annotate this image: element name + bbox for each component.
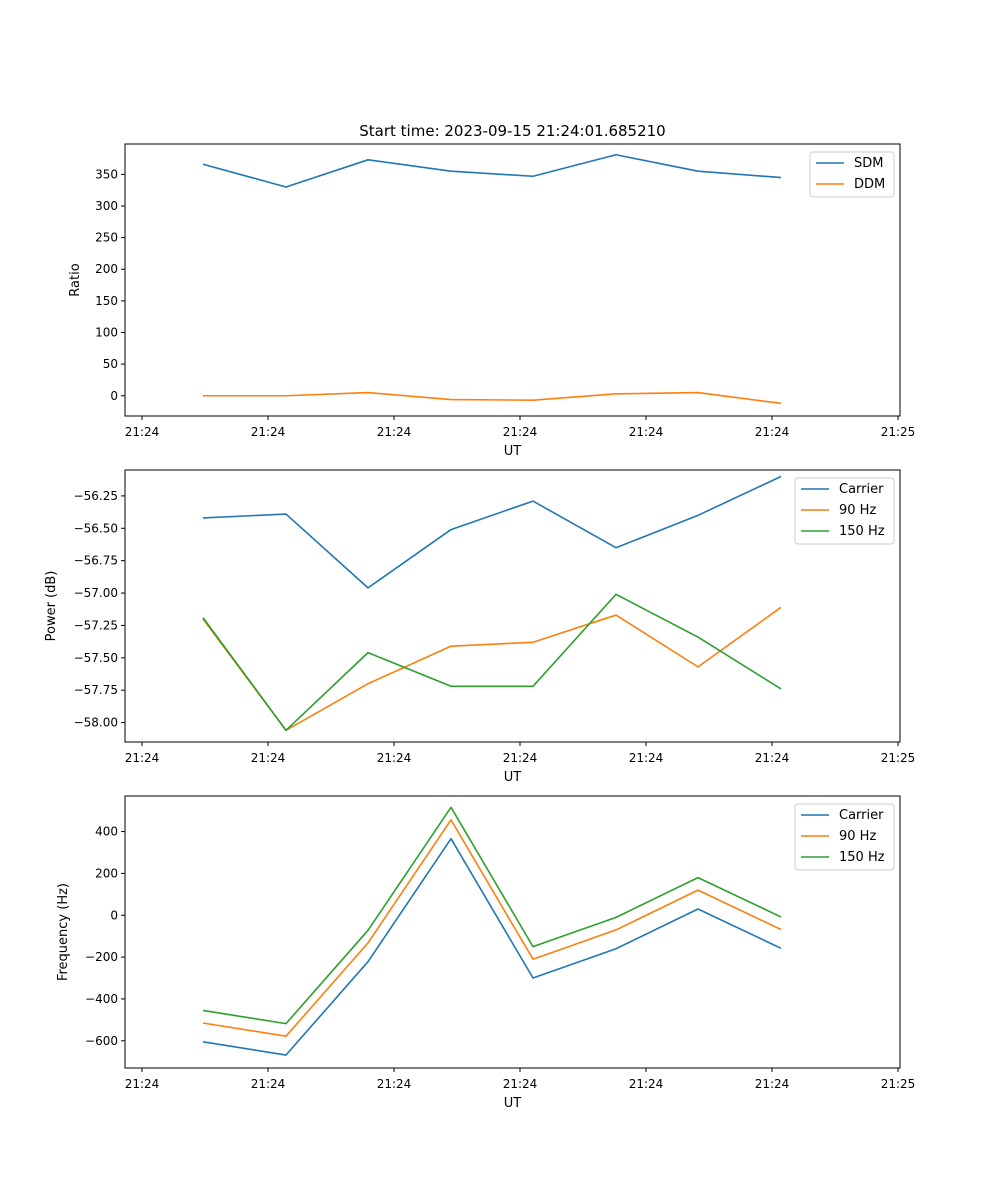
chart-panel-1: Start time: 2023-09-15 21:24:01.685210 21…	[68, 122, 915, 459]
x-tick-label: 21:25	[881, 1077, 916, 1091]
y-tick-label: 0	[110, 908, 118, 922]
legend: Carrier 90 Hz 150 Hz	[794, 477, 895, 545]
x-tick-label: 21:24	[125, 1077, 160, 1091]
legend: SDM DDM	[809, 151, 895, 198]
y-tick-label: −400	[85, 992, 118, 1006]
y-tick-label: −600	[85, 1034, 118, 1048]
y-tick-label: 300	[95, 199, 118, 213]
y-tick-label: 50	[103, 357, 118, 371]
y-tick-label: −56.75	[74, 554, 118, 568]
legend-label: DDM	[854, 177, 885, 192]
x-axis-label: UT	[504, 1096, 522, 1111]
legend-label: 150 Hz	[839, 524, 885, 539]
plot-frame	[124, 469, 901, 743]
x-tick-label: 21:24	[629, 425, 664, 439]
series-line-90-hz	[202, 819, 782, 1037]
y-tick-label: −58.00	[74, 716, 118, 730]
x-tick-label: 21:24	[377, 751, 412, 765]
x-tick-label: 21:24	[251, 1077, 286, 1091]
y-axis-label: Frequency (Hz)	[56, 883, 71, 981]
x-tick-label: 21:24	[755, 1077, 790, 1091]
series-line-carrier	[202, 837, 782, 1056]
legend-box	[794, 803, 895, 871]
y-tick-label: −57.50	[74, 651, 118, 665]
y-axis-label: Ratio	[68, 263, 83, 296]
x-tick-label: 21:25	[881, 425, 916, 439]
x-tick-label: 21:24	[125, 425, 160, 439]
chart-panel-3: 21:24 21:24 21:24 21:24 21:24 21:24 21:25 −600 −…	[56, 795, 916, 1111]
legend-box	[794, 477, 895, 545]
x-tick-label: 21:24	[503, 1077, 538, 1091]
y-tick-label: 250	[95, 231, 118, 245]
y-tick-label: −56.50	[74, 521, 118, 535]
y-tick-label: 0	[110, 389, 118, 403]
x-tick-label: 21:24	[755, 425, 790, 439]
chart-panel-2: 21:24 21:24 21:24 21:24 21:24 21:24 21:25 −58.0…	[44, 469, 916, 785]
y-tick-label: 200	[95, 262, 118, 276]
x-axis-label: UT	[504, 444, 522, 459]
chart-title: Start time: 2023-09-15 21:24:01.685210	[359, 122, 665, 140]
x-tick-label: 21:24	[377, 1077, 412, 1091]
legend: Carrier 90 Hz 150 Hz	[794, 803, 895, 871]
y-tick-label: −200	[85, 950, 118, 964]
y-tick-label: 400	[95, 825, 118, 839]
legend-label: 150 Hz	[839, 850, 885, 865]
x-tick-label: 21:24	[629, 1077, 664, 1091]
x-tick-label: 21:24	[251, 751, 286, 765]
x-tick-label: 21:25	[881, 751, 916, 765]
legend-label: 90 Hz	[839, 829, 876, 844]
y-tick-label: −57.25	[74, 618, 118, 632]
x-tick-label: 21:24	[503, 425, 538, 439]
y-tick-label: 350	[95, 167, 118, 181]
legend-label: SDM	[854, 156, 883, 171]
x-tick-label: 21:24	[125, 751, 160, 765]
x-tick-label: 21:24	[755, 751, 790, 765]
x-tick-label: 21:24	[629, 751, 664, 765]
y-tick-label: 150	[95, 294, 118, 308]
x-axis-label: UT	[504, 770, 522, 785]
y-tick-label: 200	[95, 866, 118, 880]
series-line-150-hz	[202, 593, 782, 732]
plot-frame	[124, 143, 901, 417]
series-line-sdm	[202, 153, 782, 188]
y-tick-label: −56.25	[74, 489, 118, 503]
plot-frame	[124, 795, 901, 1069]
series-line-ddm	[203, 391, 782, 405]
y-tick-label: 100	[95, 326, 118, 340]
series-line-carrier	[202, 475, 782, 589]
x-tick-label: 21:24	[251, 425, 286, 439]
x-tick-label: 21:24	[377, 425, 412, 439]
y-tick-label: −57.00	[74, 586, 118, 600]
y-axis-label: Power (dB)	[44, 571, 59, 642]
x-tick-label: 21:24	[503, 751, 538, 765]
series-line-90-hz	[202, 606, 782, 732]
y-tick-label: −57.75	[74, 683, 118, 697]
legend-label: 90 Hz	[839, 503, 876, 518]
series-line-150-hz	[202, 806, 782, 1025]
legend-label: Carrier	[839, 482, 884, 497]
legend-label: Carrier	[839, 808, 884, 823]
